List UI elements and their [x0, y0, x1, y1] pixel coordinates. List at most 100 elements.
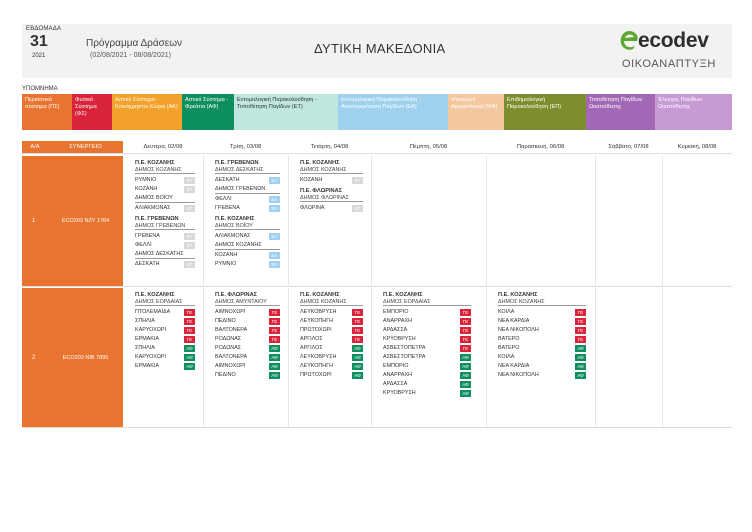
- activity-tag: ΓΕ: [184, 327, 195, 334]
- location-name: ΔΗΜΟΣ ΚΟΖΑΝΗΣ: [215, 242, 262, 248]
- location-item: ΡΟΔΩΝΑΣ ΓΕ: [215, 335, 280, 344]
- legend-item: Ψεκασμοί Αεροκοπτικοί (ΨΑ): [448, 94, 504, 130]
- location-item: ΛΕΥΚΟΒΡΥΣΗ ΓΕ: [300, 308, 363, 317]
- activity-tag: ΕΤ: [184, 261, 195, 268]
- location-item: ΚΡΥΟΒΡΥΣΗ ΑΦ: [383, 389, 471, 398]
- activity-tag: ΑΦ: [575, 345, 586, 352]
- logo-word: ecodev: [638, 29, 709, 52]
- activity-tag: ΑΦ: [460, 372, 471, 379]
- activity-tag: ΓΕ: [460, 327, 471, 334]
- activity-tag: ΓΕ: [269, 309, 280, 316]
- location-name: ΛΕΥΚΟΠΗΓΗ: [300, 363, 334, 369]
- region-group: Π.Ε. ΚΟΖΑΝΗΣ ΔΗΜΟΣ ΚΟΖΑΝΗΣ ΚΟΙΛΑ ΓΕ ΝΕΑ ΚΑΡΔ…: [498, 292, 586, 380]
- legend-item: Αστικό Σύστημα - Κοινόχρηστοι Χώροι (ΑΚ): [112, 94, 182, 130]
- column-header: Α/Α: [22, 141, 48, 153]
- prefecture-heading: Π.Ε. ΚΟΖΑΝΗΣ: [300, 160, 340, 166]
- column-divider: [203, 156, 204, 286]
- location-item: ΔΗΜΟΣ ΓΡΕΒΕΝΩΝ: [215, 185, 280, 194]
- column-header: Παρασκευή, 06/08: [516, 144, 565, 150]
- location-item: ΝΕΑ ΚΑΡΔΙΑ ΑΦ: [498, 362, 586, 371]
- activity-tag: ΑΦ: [352, 363, 363, 370]
- location-item: ΚΑΡΥΟΧΩΡΙ ΑΦ: [135, 353, 195, 362]
- location-item: ΛΕΥΚΟΠΗΓΗ ΓΕ: [300, 317, 363, 326]
- location-item: ΚΟΙΛΑ ΑΦ: [498, 353, 586, 362]
- location-item: ΚΟΖΑΝΗ ΕΑ: [215, 251, 280, 260]
- column-divider: [371, 288, 372, 427]
- table-row: 2 ECO203 ΝΙΒ 7895 Π.Ε. ΚΟΖΑΝΗΣ ΔΗΜΟΣ ΕΟΡΔΑΙ…: [22, 288, 732, 428]
- location-name: ΔΗΜΟΣ ΒΟΪΟΥ: [135, 195, 173, 201]
- logo-subtitle: ΟΙΚΟΑΝΑΠΤΥΞΗ: [622, 58, 716, 70]
- region-group: Π.Ε. ΚΟΖΑΝΗΣ ΔΗΜΟΣ ΚΟΖΑΝΗΣ ΚΟΖΑΝΗ ΕΤ: [300, 160, 363, 185]
- column-divider: [288, 156, 289, 286]
- legend-item: Περιαστικό σύστημα (ΠΣ): [22, 94, 72, 130]
- activity-tag: ΕΑ: [269, 261, 280, 268]
- activity-tag: ΑΦ: [460, 390, 471, 397]
- location-name: ΑΙΜΝΟΧΩΡΙ: [215, 363, 246, 369]
- table-row: 1 ECO203 ΝΖΥ 1764 Π.Ε. ΚΟΖΑΝΗΣ ΔΗΜΟΣ ΚΟΖΑΝΗ…: [22, 156, 732, 287]
- location-name: ΑΡΓΙΛΟΣ: [300, 345, 323, 351]
- region-group: Π.Ε. ΓΡΕΒΕΝΩΝ ΔΗΜΟΣ ΓΡΕΒΕΝΩΝ ΓΡΕΒΕΝΑ ΕΤ ΦΕΛΛ…: [135, 216, 195, 269]
- row-number: 1: [22, 156, 48, 286]
- location-name: ΒΑΛΤΟΝΕΡΑ: [215, 354, 248, 360]
- location-item: ΔΗΜΟΣ ΒΟΪΟΥ: [135, 194, 195, 203]
- activity-tag: ΑΦ: [184, 363, 195, 370]
- municipality-heading: ΔΗΜΟΣ ΕΟΡΔΑΙΑΣ: [383, 299, 471, 306]
- location-item: ΑΡΓΙΛΟΣ ΑΦ: [300, 344, 363, 353]
- municipality-heading: ΔΗΜΟΣ ΕΟΡΔΑΙΑΣ: [135, 299, 195, 306]
- team-name: ECO203 ΝΙΒ 7895: [48, 288, 123, 427]
- region-group: Π.Ε. ΦΛΩΡΙΝΑΣ ΔΗΜΟΣ ΑΜΥΝΤΑΙΟΥ ΑΙΜΝΟΧΩΡΙ ΓΕ Π…: [215, 292, 280, 380]
- location-item: ΡΟΔΩΝΑΣ ΑΦ: [215, 344, 280, 353]
- activity-tag: ΕΤ: [184, 186, 195, 193]
- location-item: ΡΥΜΝΙΟ ΕΤ: [135, 176, 195, 185]
- prefecture-heading: Π.Ε. ΓΡΕΒΕΝΩΝ: [215, 160, 259, 166]
- location-item: ΕΜΠΟΡΙΟ ΓΕ: [383, 308, 471, 317]
- location-item: ΣΠΗΛΙΑ ΑΦ: [135, 344, 195, 353]
- location-name: ΑΛΙΑΚΜΟΝΑΣ: [135, 205, 171, 211]
- location-item: ΑΡΔΑΣΣΑ ΓΕ: [383, 326, 471, 335]
- prefecture-heading: Π.Ε. ΚΟΖΑΝΗΣ: [135, 292, 175, 298]
- location-item: ΑΛΙΑΚΜΟΝΑΣ ΕΑ: [215, 232, 280, 241]
- week-number: 31: [30, 33, 48, 50]
- activity-tag: ΑΦ: [184, 345, 195, 352]
- activity-tag: ΑΦ: [352, 345, 363, 352]
- location-name: ΑΙΜΝΟΧΩΡΙ: [215, 309, 246, 315]
- location-name: ΝΕΑ ΚΑΡΔΙΑ: [498, 363, 530, 369]
- week-year: 2021: [32, 53, 46, 59]
- legend-item: Φυσικό Σύστημα (ΦΣ): [72, 94, 112, 130]
- activity-tag: ΓΕ: [460, 336, 471, 343]
- day-cell: Π.Ε. ΓΡΕΒΕΝΩΝ ΔΗΜΟΣ ΔΕΣΚΑΤΗΣ ΔΕΣΚΑΤΗ ΕΑ ΔΗΜΟ…: [215, 160, 280, 272]
- location-item: ΠΕΔΙΝΟ ΓΕ: [215, 317, 280, 326]
- region-group: Π.Ε. ΚΟΖΑΝΗΣ ΔΗΜΟΣ ΕΟΡΔΑΙΑΣ ΕΜΠΟΡΙΟ ΓΕ ΑΝΑΡΡ…: [383, 292, 471, 398]
- column-header: ΣΥΝΕΡΓΕΙΟ: [48, 141, 123, 153]
- column-divider: [486, 288, 487, 427]
- activity-tag: ΓΕ: [352, 327, 363, 334]
- page-header: ΕΒΔΟΜΑΔΑ 31 2021 Πρόγραμμα Δράσεων (02/0…: [22, 24, 732, 78]
- location-name: ΝΕΑ ΝΙΚΟΠΟΛΗ: [498, 327, 539, 333]
- day-cell: Π.Ε. ΚΟΖΑΝΗΣ ΔΗΜΟΣ ΚΟΖΑΝΗΣ ΡΥΜΝΙΟ ΕΤ ΚΟΖΑΝΗ Ε…: [135, 160, 195, 272]
- day-cell: Π.Ε. ΚΟΖΑΝΗΣ ΔΗΜΟΣ ΕΟΡΔΑΙΑΣ ΕΜΠΟΡΙΟ ΓΕ ΑΝΑΡΡ…: [383, 292, 471, 401]
- legend-item: Έλεγχος Παγίδων Ωοαπόθεσης: [655, 94, 732, 130]
- prefecture-heading: Π.Ε. ΚΟΖΑΝΗΣ: [135, 160, 175, 166]
- location-name: ΑΡΓΙΛΟΣ: [300, 336, 323, 342]
- column-divider: [662, 288, 663, 427]
- activity-tag: ΓΕ: [352, 336, 363, 343]
- location-item: ΓΡΕΒΕΝΑ ΕΑ: [215, 204, 280, 213]
- location-name: ΦΕΛΛΙ: [135, 242, 152, 248]
- location-name: ΓΡΕΒΕΝΑ: [215, 205, 240, 211]
- activity-tag: ΑΦ: [352, 372, 363, 379]
- location-name: ΛΕΥΚΟΠΗΓΗ: [300, 318, 334, 324]
- location-item: ΣΠΗΛΙΑ ΓΕ: [135, 317, 195, 326]
- prefecture-heading: Π.Ε. ΚΟΖΑΝΗΣ: [300, 292, 340, 298]
- location-name: ΚΟΖΑΝΗ: [300, 177, 323, 183]
- location-item: ΛΕΥΚΟΠΗΓΗ ΑΦ: [300, 362, 363, 371]
- location-item: ΑΝΑΡΡΑΧΗ ΑΦ: [383, 371, 471, 380]
- location-item: ΚΟΖΑΝΗ ΕΤ: [135, 185, 195, 194]
- location-item: ΚΟΖΑΝΗ ΕΤ: [300, 176, 363, 185]
- activity-tag: ΕΑ: [269, 233, 280, 240]
- location-item: ΒΑΤΕΡΟ ΓΕ: [498, 335, 586, 344]
- location-name: ΑΣΒΕΣΤΟΠΕΤΡΑ: [383, 345, 426, 351]
- legend: Περιαστικό σύστημα (ΠΣ) Φυσικό Σύστημα (Φ…: [22, 94, 732, 130]
- activity-tag: ΑΦ: [269, 345, 280, 352]
- location-item: ΑΙΜΝΟΧΩΡΙ ΑΦ: [215, 362, 280, 371]
- activity-tag: ΓΕ: [460, 318, 471, 325]
